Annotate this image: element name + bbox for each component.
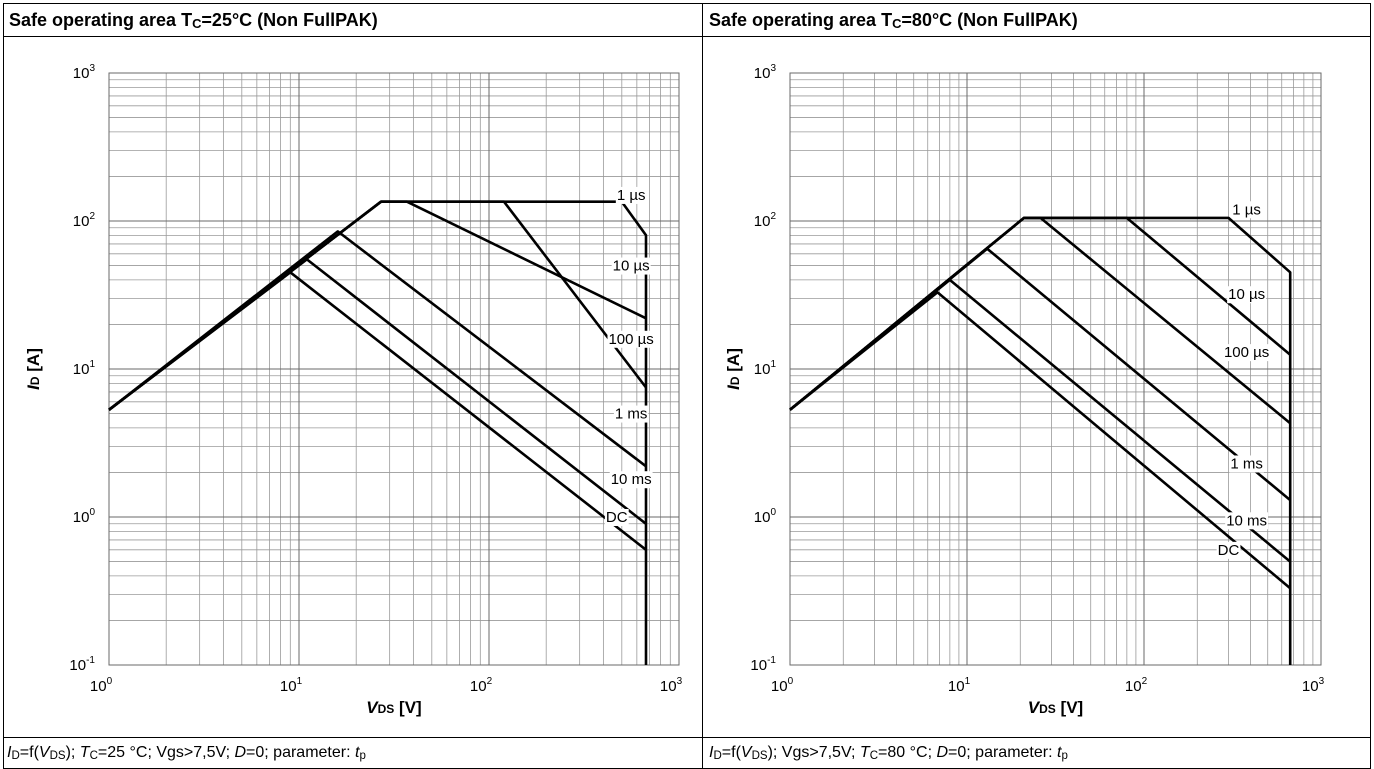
x-tick-label: 100	[90, 676, 113, 695]
x-tick-label: 103	[660, 676, 683, 695]
series-line-0	[789, 216, 1292, 665]
series-label-2: 100 µs	[1224, 344, 1269, 361]
y-tick-label: 10-1	[750, 655, 776, 674]
plot-area-border	[108, 72, 680, 666]
panel-divider	[702, 3, 703, 769]
caption-right: ID=f(VDS); Vgs>7,5V; TC=80 °C; D=0; para…	[709, 744, 1068, 762]
series-label-bg	[1225, 512, 1269, 530]
series-line-0	[108, 200, 648, 665]
x-axis-label: VDS [V]	[1028, 698, 1083, 717]
series-label-1: 10 µs	[1228, 286, 1265, 303]
series-label-4: 10 ms	[1226, 512, 1267, 529]
series-label-bg	[604, 509, 629, 526]
series-line-3	[789, 247, 1292, 502]
y-tick-label: 101	[754, 359, 777, 378]
x-tick-label: 101	[280, 676, 303, 695]
series-label-0: 1 µs	[1232, 201, 1261, 218]
soa-chart-tc25: 100 101 102 103 10-1 100 101 102 103 VDS [V] ID [A…	[24, 63, 683, 717]
y-tick-label: 103	[73, 63, 96, 82]
y-axis-label: ID [A]	[24, 348, 43, 390]
x-tick-label: 102	[470, 676, 493, 695]
series-label-2: 100 µs	[608, 331, 653, 348]
series-label-bg	[1227, 286, 1267, 304]
series-label-3: 1 ms	[615, 406, 648, 423]
series-label-4: 10 ms	[611, 471, 652, 488]
series-label-3: 1 ms	[1230, 455, 1263, 472]
series-label-0: 1 µs	[617, 187, 646, 204]
header-divider	[3, 36, 1371, 37]
series-line-2	[789, 216, 1292, 411]
series-label-bg	[611, 257, 651, 275]
x-tick-label: 101	[948, 676, 971, 695]
soa-chart-tc80: 100 101 102 103 10-1 100 101 102 103 VDS [V] ID [A…	[724, 63, 1325, 717]
series-label-5: DC	[1218, 542, 1240, 559]
y-tick-label: 100	[73, 507, 96, 526]
series-line-5	[789, 291, 1292, 590]
series-label-bg	[1216, 541, 1241, 559]
series-label-1: 10 µs	[613, 258, 650, 275]
series-line-4	[789, 278, 1292, 563]
y-tick-label: 103	[754, 63, 777, 82]
series-label-bg	[609, 471, 653, 489]
series-line-5	[108, 271, 647, 551]
y-tick-label: 102	[73, 211, 96, 230]
series-label-bg	[607, 330, 655, 348]
y-axis-label: ID [A]	[724, 348, 743, 390]
plot-area-border	[789, 72, 1322, 666]
y-tick-label: 102	[754, 211, 777, 230]
series-label-bg	[1229, 455, 1264, 473]
x-axis-label: VDS [V]	[366, 698, 421, 717]
x-tick-label: 102	[1125, 676, 1148, 695]
series-label-bg	[615, 186, 647, 204]
y-tick-label: 10-1	[69, 655, 95, 674]
series-label-bg	[1222, 344, 1271, 362]
x-tick-label: 103	[1302, 676, 1325, 695]
y-tick-label: 101	[73, 359, 96, 378]
chart-title-left: Safe operating area TC=25°C (Non FullPAK…	[9, 10, 378, 31]
x-tick-label: 100	[771, 676, 794, 695]
grid	[108, 72, 680, 666]
series-label-5: DC	[606, 509, 628, 526]
chart-title-right: Safe operating area TC=80°C (Non FullPAK…	[709, 10, 1078, 31]
y-tick-label: 100	[754, 507, 777, 526]
caption-divider	[3, 737, 1371, 738]
series-line-2	[108, 200, 648, 411]
series-label-bg	[613, 405, 649, 423]
series-line-1	[108, 200, 647, 411]
series-line-1	[789, 216, 1292, 425]
caption-left: ID=f(VDS); TC=25 °C; Vgs>7,5V; D=0; para…	[7, 744, 366, 762]
series-label-bg	[1231, 201, 1262, 219]
